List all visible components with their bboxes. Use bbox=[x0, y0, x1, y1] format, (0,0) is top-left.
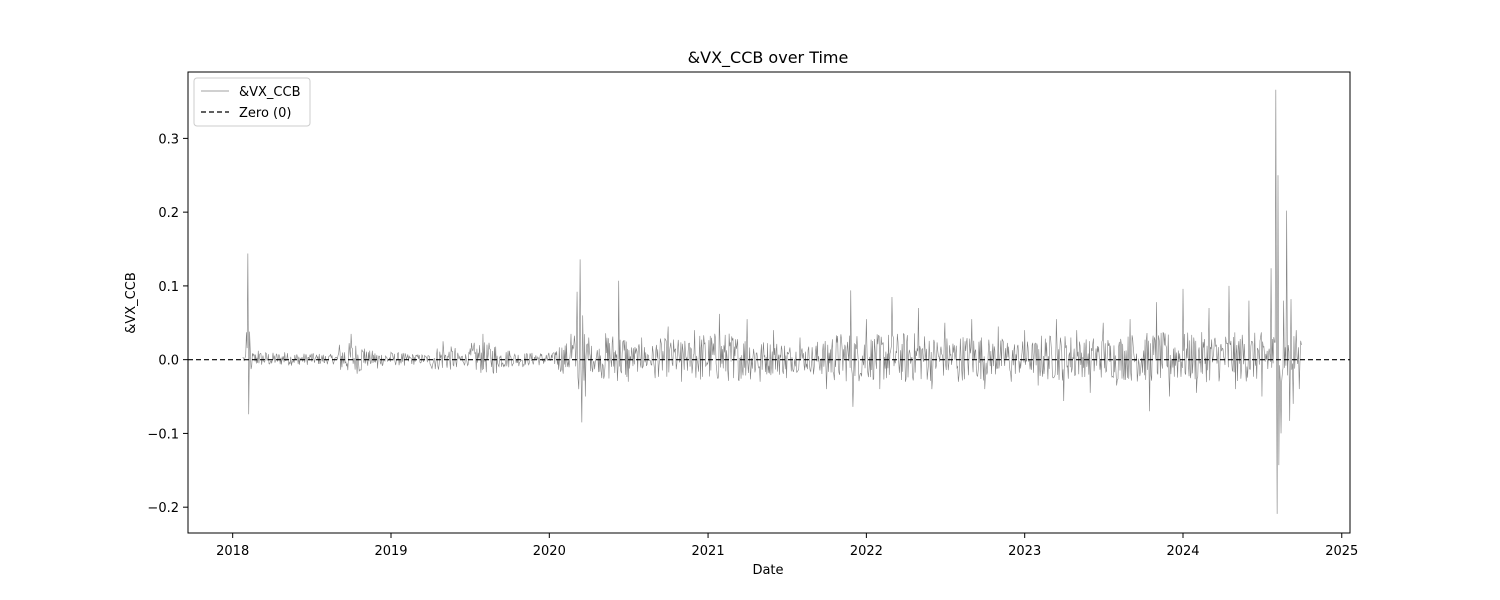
plot-frame bbox=[187, 71, 1351, 534]
legend: &VX_CCB Zero (0) bbox=[193, 77, 311, 127]
legend-box bbox=[193, 77, 311, 127]
y-tick-label: 0.3 bbox=[158, 132, 179, 147]
y-tick-label: −0.1 bbox=[147, 427, 179, 442]
y-tick-label: −0.2 bbox=[147, 501, 179, 516]
legend-label-zero: Zero (0) bbox=[239, 106, 291, 121]
x-tick-label: 2023 bbox=[1008, 544, 1041, 559]
x-tick-label: 2018 bbox=[216, 544, 249, 559]
x-tick-label: 2024 bbox=[1166, 544, 1199, 559]
series-line-vx-ccb bbox=[242, 89, 1302, 514]
plot-area bbox=[188, 89, 1350, 514]
x-tick-label: 2022 bbox=[850, 544, 883, 559]
y-tick-label: 0.0 bbox=[158, 354, 179, 369]
y-axis: −0.2 −0.1 0.0 0.1 0.2 0.3 bbox=[147, 132, 188, 516]
x-tick-label: 2020 bbox=[533, 544, 566, 559]
x-tick-label: 2025 bbox=[1325, 544, 1358, 559]
y-tick-label: 0.1 bbox=[158, 280, 179, 295]
x-tick-label: 2019 bbox=[374, 544, 407, 559]
legend-label-vx-ccb: &VX_CCB bbox=[239, 85, 301, 100]
x-axis: 2018 2019 2020 2021 2022 2023 2024 2025 bbox=[216, 533, 1358, 559]
x-axis-label: Date bbox=[752, 563, 783, 578]
x-tick-label: 2021 bbox=[692, 544, 725, 559]
y-tick-label: 0.2 bbox=[158, 206, 179, 221]
y-axis-label: &VX_CCB bbox=[124, 272, 139, 334]
chart-title: &VX_CCB over Time bbox=[688, 48, 849, 68]
